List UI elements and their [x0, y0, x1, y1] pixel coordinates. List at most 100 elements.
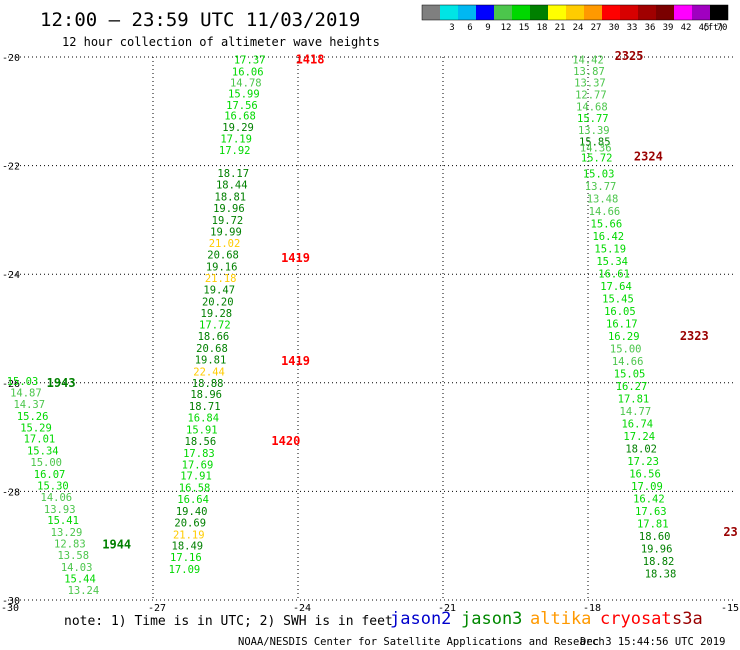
pass-number-label: 1419 — [281, 251, 310, 265]
chart-title: 12:00 — 23:59 UTC 11/03/2019 — [40, 9, 360, 31]
wave-height-value: 13.93 — [44, 504, 76, 516]
footer-credit: NOAA/NESDIS Center for Satellite Applica… — [238, 636, 605, 648]
pass-number-label: 2324 — [634, 149, 663, 163]
satellite-legend: jason2 jason3 altika cryosat s3a — [390, 609, 703, 629]
wave-height-value: 15.77 — [577, 113, 609, 125]
wave-height-value: 13.24 — [68, 585, 100, 597]
wave-height-value: 22.44 — [193, 366, 225, 378]
wave-height-value: 21.18 — [205, 273, 237, 285]
x-tick-label: -21 — [438, 603, 456, 614]
colorbar-label: 70 — [717, 23, 728, 33]
colorbar-label: 6 — [467, 23, 472, 33]
wave-height-value: 20.20 — [202, 296, 234, 308]
wave-height-value: 15.05 — [614, 369, 646, 381]
wave-height-value: 15.29 — [20, 422, 52, 434]
y-tick-label: -28 — [2, 487, 20, 498]
wave-height-value: 18.38 — [645, 568, 677, 580]
wave-height-value: 13.87 — [573, 66, 605, 78]
colorbar-swatch — [512, 5, 530, 20]
wave-height-value: 14.42 — [572, 55, 604, 67]
wave-height-value: 17.01 — [24, 434, 56, 446]
wave-height-value: 13.58 — [57, 550, 89, 562]
wave-height-value: 20.69 — [174, 517, 206, 529]
wave-height-value: 14.06 — [41, 492, 73, 504]
colorbar-swatch — [620, 5, 638, 20]
wave-height-value: 16.05 — [604, 306, 636, 318]
footer-timestamp: Dec 3 15:44:56 UTC 2019 — [580, 636, 725, 648]
wave-height-value: 16.64 — [177, 494, 209, 506]
wave-height-value: 18.17 — [217, 168, 249, 180]
wave-height-value: 17.56 — [226, 100, 258, 112]
wave-height-value: 20.68 — [196, 343, 228, 355]
wave-height-value: 17.16 — [170, 552, 202, 564]
wave-height-value: 21.19 — [173, 529, 205, 541]
wave-height-value: 16.29 — [608, 331, 640, 343]
colorbar-swatch — [710, 5, 728, 20]
wave-height-value: 19.99 — [210, 226, 242, 238]
colorbar-label: 24 — [573, 23, 584, 33]
wave-height-value: 19.16 — [206, 262, 238, 274]
colorbar-swatch — [584, 5, 602, 20]
wave-height-value: 17.81 — [637, 518, 669, 530]
colorbar-swatch — [458, 5, 476, 20]
chart-subtitle: 12 hour collection of altimeter wave hei… — [62, 35, 380, 49]
satellite-name-s3a: s3a — [672, 609, 703, 629]
wave-height-value: 15.85 — [579, 137, 611, 149]
colorbar-legend: 3 6 9 12 15 18 21 24 27 30 33 36 39 42 45 70(ft) — [421, 4, 729, 33]
satellite-name-jason3: jason3 — [461, 609, 522, 629]
footer-note: note: 1) Time is in UTC; 2) SWH is in fe… — [64, 614, 393, 629]
y-tick-label: -30 — [2, 596, 20, 607]
wave-height-value: 17.64 — [600, 281, 632, 293]
wave-height-value: 15.34 — [27, 446, 59, 458]
colorbar-label: 15 — [519, 23, 530, 33]
y-tick-label: -24 — [2, 270, 20, 281]
wave-height-value: 16.74 — [621, 419, 653, 431]
colorbar-label: 9 — [485, 23, 490, 33]
wave-height-value: 18.02 — [625, 444, 657, 456]
pass-number-label: 1944 — [102, 538, 131, 552]
colorbar-swatch — [692, 5, 710, 20]
wave-height-value: 19.81 — [195, 354, 227, 366]
colorbar-label: 36 — [645, 23, 656, 33]
wave-height-value: 14.66 — [589, 206, 621, 218]
colorbar-swatch — [656, 5, 674, 20]
pass-number-label: 1419 — [281, 354, 310, 368]
wave-height-value: 16.06 — [232, 67, 264, 79]
wave-height-value: 17.63 — [635, 506, 667, 518]
satellite-name-altika: altika — [530, 609, 591, 629]
data-points: 17.3716.0614.7815.9917.5616.6819.2917.19… — [7, 55, 677, 598]
wave-height-value: 16.68 — [224, 111, 256, 123]
colorbar-label: 42 — [681, 23, 692, 33]
colorbar-label: 21 — [555, 23, 566, 33]
wave-height-value: 15.72 — [581, 152, 613, 164]
wave-height-value: 17.72 — [199, 320, 231, 332]
wave-height-value: 16.42 — [633, 493, 665, 505]
colorbar-swatch — [530, 5, 548, 20]
wave-height-value: 15.66 — [591, 219, 623, 231]
wave-height-value: 15.00 — [610, 344, 642, 356]
x-tick-label: -18 — [583, 603, 601, 614]
x-tick-label: -27 — [148, 603, 166, 614]
wave-height-value: 20.68 — [207, 250, 239, 262]
wave-height-value: 18.66 — [198, 331, 230, 343]
wave-height-value: 19.29 — [222, 122, 254, 134]
wave-height-value: 17.19 — [220, 133, 252, 145]
wave-height-value: 17.91 — [180, 471, 212, 483]
wave-height-value: 16.07 — [34, 469, 66, 481]
x-tick-label: -30 — [1, 603, 19, 614]
colorbar-swatch — [476, 5, 494, 20]
colorbar-label: 18 — [537, 23, 548, 33]
wave-height-value: 14.68 — [576, 101, 608, 113]
wave-height-value: 15.03 — [583, 169, 615, 181]
colorbar-label: 3 — [449, 23, 454, 33]
colorbar-label: 39 — [663, 23, 674, 33]
wave-height-value: 13.29 — [51, 527, 83, 539]
y-tick-label: -22 — [2, 162, 20, 173]
wave-height-value: 13.37 — [574, 78, 606, 90]
colorbar-label: 33 — [627, 23, 638, 33]
colorbar-frame — [421, 4, 729, 21]
colorbar-swatch — [422, 5, 440, 20]
colorbar-swatch — [548, 5, 566, 20]
wave-height-value: 15.30 — [37, 480, 69, 492]
